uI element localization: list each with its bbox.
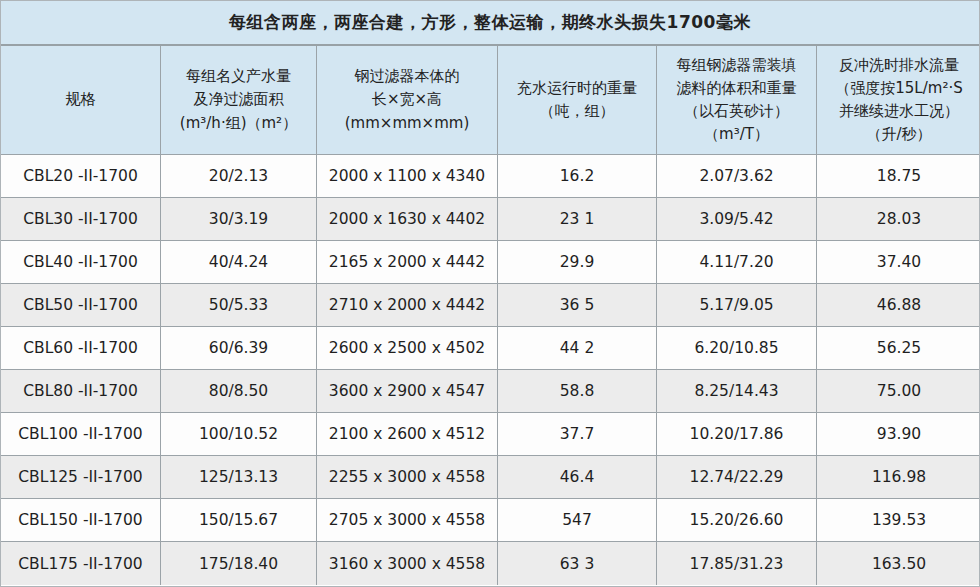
spec-table-sheet: 每组含两座，两座合建，方形，整体运输，期终水头损失1700毫米 规格 每组名义产… [0,0,980,587]
backwash-cell: 56.25 [817,327,980,370]
header-cell-capacity: 每组名义产水量 及净过滤面积 (m³/h·组)（m²） [161,46,317,155]
table-header-row: 规格 每组名义产水量 及净过滤面积 (m³/h·组)（m²） 钢过滤器本体的 长… [1,46,980,155]
header-cell-dimensions: 钢过滤器本体的 长×宽×高 (mm×mm×mm) [317,46,498,155]
backwash-cell: 93.90 [817,413,980,456]
table-row: CBL80 -II-1700 80/8.50 3600 x 2900 x 454… [1,370,980,413]
weight-cell: 36 5 [498,284,657,327]
weight-cell: 44 2 [498,327,657,370]
dimensions-cell: 2165 x 2000 x 4442 [317,241,498,284]
media-cell: 3.09/5.42 [657,198,817,241]
media-cell: 6.20/10.85 [657,327,817,370]
table-row: CBL60 -II-1700 60/6.39 2600 x 2500 x 450… [1,327,980,370]
table-row: CBL175 -II-1700 175/18.40 3160 x 3000 x … [1,542,980,585]
backwash-cell: 75.00 [817,370,980,413]
backwash-cell: 46.88 [817,284,980,327]
table-title: 每组含两座，两座合建，方形，整体运输，期终水头损失1700毫米 [1,1,979,46]
capacity-cell: 150/15.67 [161,499,317,542]
weight-cell: 29.9 [498,241,657,284]
media-cell: 5.17/9.05 [657,284,817,327]
media-cell: 10.20/17.86 [657,413,817,456]
spec-cell: CBL100 -II-1700 [1,413,161,456]
capacity-cell: 100/10.52 [161,413,317,456]
spec-cell: CBL40 -II-1700 [1,241,161,284]
weight-cell: 23 1 [498,198,657,241]
media-cell: 4.11/7.20 [657,241,817,284]
spec-cell: CBL60 -II-1700 [1,327,161,370]
media-cell: 12.74/22.29 [657,456,817,499]
backwash-cell: 18.75 [817,155,980,198]
backwash-cell: 163.50 [817,542,980,585]
backwash-cell: 28.03 [817,198,980,241]
table-row: CBL30 -II-1700 30/3.19 2000 x 1630 x 440… [1,198,980,241]
capacity-cell: 40/4.24 [161,241,317,284]
weight-cell: 58.8 [498,370,657,413]
dimensions-cell: 2710 x 2000 x 4442 [317,284,498,327]
dimensions-cell: 3160 x 3000 x 4558 [317,542,498,585]
dimensions-cell: 2000 x 1630 x 4402 [317,198,498,241]
spec-cell: CBL20 -II-1700 [1,155,161,198]
table-row: CBL100 -II-1700 100/10.52 2100 x 2600 x … [1,413,980,456]
backwash-cell: 139.53 [817,499,980,542]
spec-cell: CBL150 -II-1700 [1,499,161,542]
weight-cell: 37.7 [498,413,657,456]
table-row: CBL40 -II-1700 40/4.24 2165 x 2000 x 444… [1,241,980,284]
header-cell-spec: 规格 [1,46,161,155]
capacity-cell: 30/3.19 [161,198,317,241]
spec-cell: CBL50 -II-1700 [1,284,161,327]
table-row: CBL50 -II-1700 50/5.33 2710 x 2000 x 444… [1,284,980,327]
header-cell-backwash: 反冲洗时排水流量 （强度按15L/m²·S 并继续进水工况） （升/秒） [817,46,980,155]
dimensions-cell: 2000 x 1100 x 4340 [317,155,498,198]
spec-cell: CBL80 -II-1700 [1,370,161,413]
media-cell: 17.85/31.23 [657,542,817,585]
capacity-cell: 50/5.33 [161,284,317,327]
capacity-cell: 60/6.39 [161,327,317,370]
table-row: CBL125 -II-1700 125/13.13 2255 x 3000 x … [1,456,980,499]
dimensions-cell: 2255 x 3000 x 4558 [317,456,498,499]
capacity-cell: 80/8.50 [161,370,317,413]
media-cell: 2.07/3.62 [657,155,817,198]
weight-cell: 63 3 [498,542,657,585]
dimensions-cell: 2705 x 3000 x 4558 [317,499,498,542]
weight-cell: 547 [498,499,657,542]
spec-cell: CBL125 -II-1700 [1,456,161,499]
dimensions-cell: 2600 x 2500 x 4502 [317,327,498,370]
header-cell-weight: 充水运行时的重量 （吨，组） [498,46,657,155]
table-row: CBL20 -II-1700 20/2.13 2000 x 1100 x 434… [1,155,980,198]
dimensions-cell: 3600 x 2900 x 4547 [317,370,498,413]
capacity-cell: 175/18.40 [161,542,317,585]
spec-cell: CBL30 -II-1700 [1,198,161,241]
capacity-cell: 125/13.13 [161,456,317,499]
capacity-cell: 20/2.13 [161,155,317,198]
media-cell: 15.20/26.60 [657,499,817,542]
backwash-cell: 37.40 [817,241,980,284]
spec-cell: CBL175 -II-1700 [1,542,161,585]
weight-cell: 46.4 [498,456,657,499]
weight-cell: 16.2 [498,155,657,198]
header-cell-media: 每组钢滤器需装填 滤料的体积和重量 （以石英砂计） （m³/T） [657,46,817,155]
table-row: CBL150 -II-1700 150/15.67 2705 x 3000 x … [1,499,980,542]
dimensions-cell: 2100 x 2600 x 4512 [317,413,498,456]
media-cell: 8.25/14.43 [657,370,817,413]
backwash-cell: 116.98 [817,456,980,499]
